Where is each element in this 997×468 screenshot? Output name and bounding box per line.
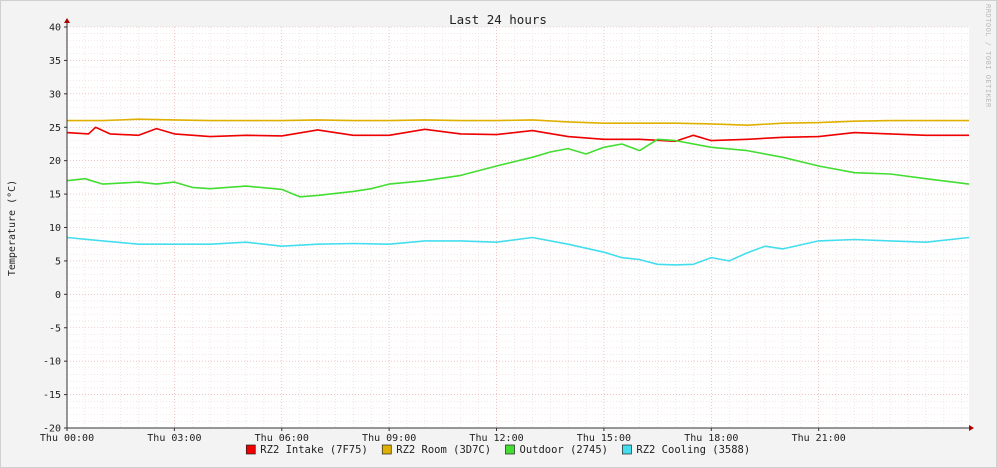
legend-label: Outdoor (2745) [520, 444, 609, 456]
legend-swatch [505, 444, 515, 455]
legend-label: RZ2 Intake (7F75) [260, 444, 367, 456]
x-tick-label: Thu 00:00 [40, 433, 94, 444]
x-tick-label: Thu 18:00 [684, 433, 738, 444]
tick-labels: -20 -15 -10 -5 0 5 10 15 20 25 30 35 40 Thu 00:00 Thu … [40, 23, 846, 445]
x-tick-label: Thu 12:00 [469, 433, 523, 444]
y-tick-label: -15 [43, 390, 61, 401]
watermark: RRDTOOL / TOBI OETIKER [984, 4, 992, 108]
y-tick-label: -10 [43, 357, 61, 368]
legend-swatch [245, 444, 256, 455]
x-tick-label: Thu 09:00 [362, 433, 416, 444]
x-tick-label: Thu 03:00 [147, 433, 201, 444]
legend-swatch [622, 444, 632, 455]
series-line-rz2-intake-7f75 [66, 126, 969, 143]
y-tick-label: 5 [55, 256, 61, 267]
x-tick-label: Thu 15:00 [577, 433, 631, 444]
y-tick-label: 30 [49, 89, 61, 100]
series-line-rz2-cooling-3588 [66, 236, 970, 266]
y-tick-label: 10 [49, 223, 61, 234]
series-lines [66, 118, 970, 266]
legend-swatch [381, 444, 392, 455]
y-tick-label: -5 [49, 323, 61, 334]
legend-label: RZ2 Room (3D7C) [396, 444, 491, 456]
y-tick-label: 15 [49, 190, 61, 201]
grid-lines [66, 26, 969, 429]
y-tick-label: 35 [49, 56, 61, 67]
y-tick-label: -20 [43, 424, 61, 435]
x-tick-label: Thu 21:00 [792, 433, 846, 444]
x-tick-label: Thu 06:00 [255, 433, 309, 444]
y-tick-label: 0 [55, 290, 61, 301]
y-tick-label: 40 [49, 23, 61, 34]
legend-label: RZ2 Cooling (3588) [636, 444, 750, 456]
chart-title: Last 24 hours [449, 12, 547, 27]
series-line-outdoor-2745 [66, 138, 970, 198]
legend: RZ2 Intake (7F75) RZ2 Room (3D7C) Outdoor … [245, 444, 750, 456]
x-axis-arrow [969, 425, 974, 431]
y-tick-label: 25 [49, 123, 61, 134]
y-axis-label: Temperature (°C) [7, 180, 18, 276]
y-axis-arrow [64, 18, 70, 23]
y-tick-label: 20 [49, 156, 61, 167]
series-line-rz2-room-3d7c [67, 118, 969, 126]
